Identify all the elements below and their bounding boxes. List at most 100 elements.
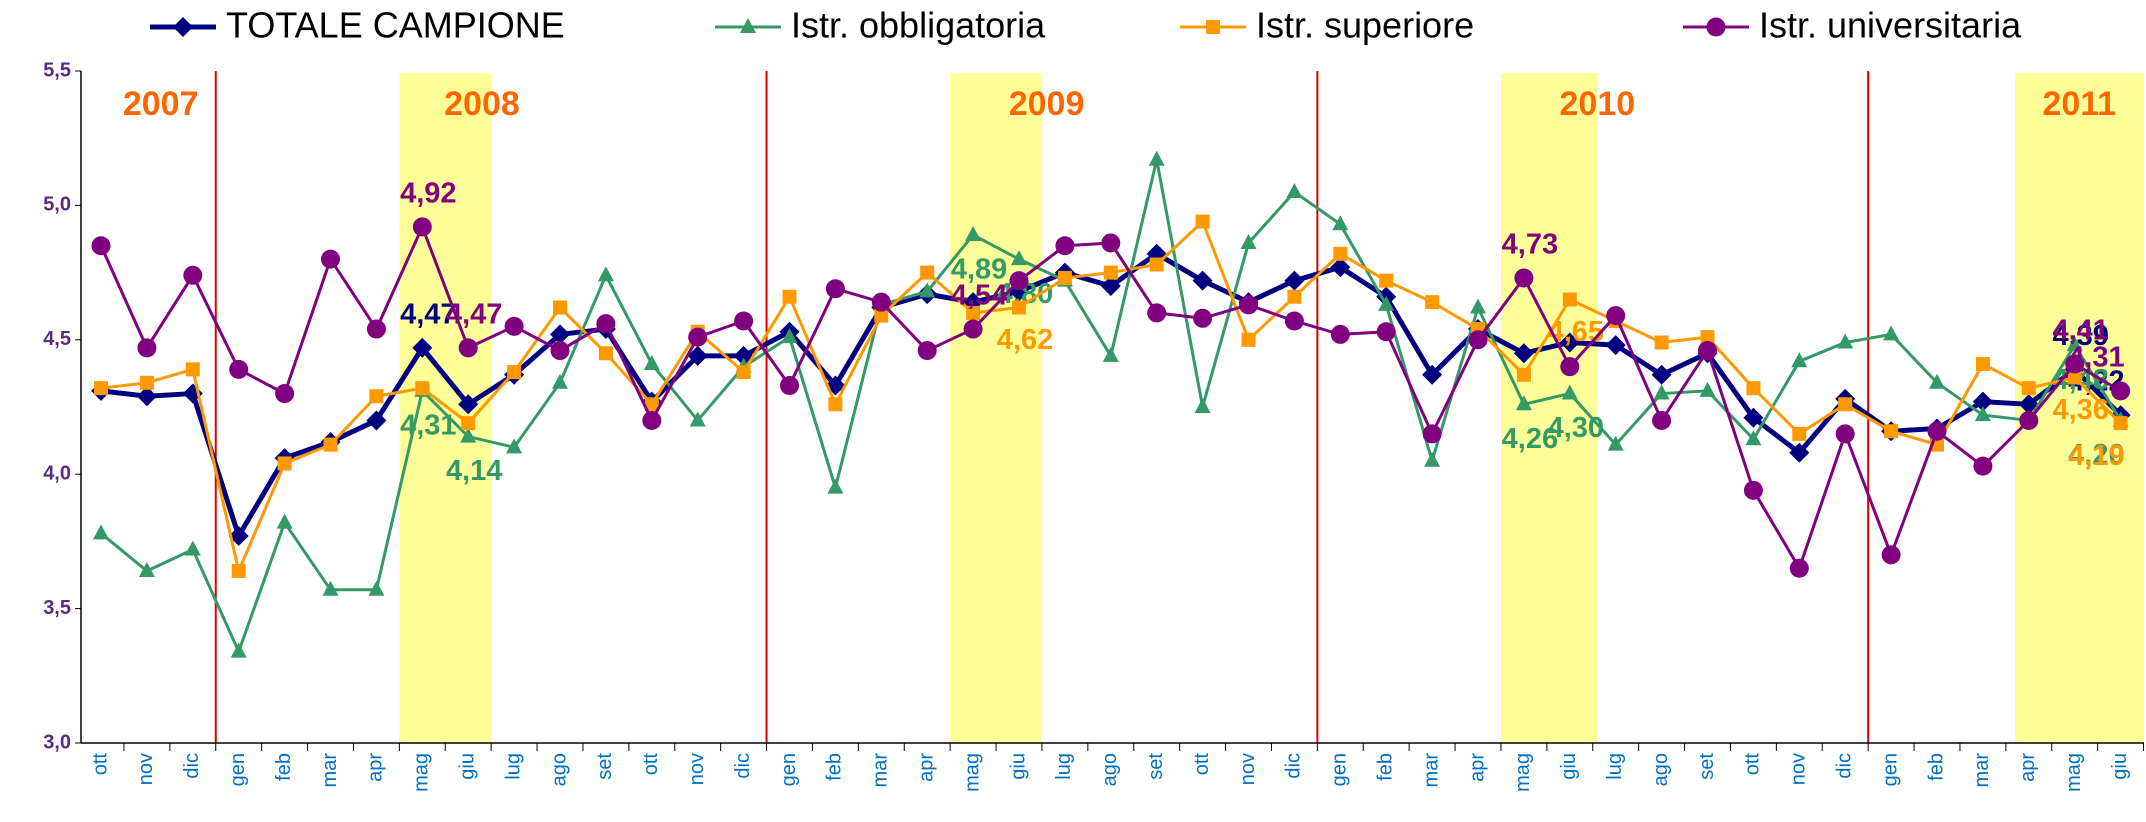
data-point: [1195, 214, 1210, 229]
data-point: [1055, 236, 1075, 256]
data-point: [185, 362, 200, 377]
data-point: [1746, 381, 1761, 396]
data-point: [2019, 410, 2039, 430]
x-tick-label: giu: [456, 753, 478, 780]
data-point: [689, 411, 706, 427]
data-point: [828, 397, 843, 412]
data-point: [1605, 335, 1626, 356]
data-point: [1606, 306, 1626, 326]
x-tick-label: ago: [1099, 753, 1121, 786]
legend-label: Istr. superiore: [1256, 5, 1474, 46]
data-point: [1194, 398, 1211, 413]
x-tick-label: apr: [1466, 753, 1488, 782]
x-tick-label: giu: [2109, 753, 2131, 780]
data-point: [1009, 271, 1029, 291]
data-point: [1192, 270, 1213, 291]
value-label: 4,14: [446, 455, 502, 487]
data-point: [94, 381, 108, 396]
data-point: [1652, 410, 1672, 430]
value-label: 4,26: [1502, 423, 1558, 455]
data-point: [507, 365, 522, 380]
data-point: [1975, 356, 1990, 371]
data-point: [1284, 311, 1304, 331]
data-point: [919, 282, 936, 298]
data-point: [1791, 352, 1808, 368]
x-tick-label: giu: [1007, 753, 1029, 780]
data-point: [277, 456, 292, 471]
data-point: [781, 328, 798, 344]
x-tick-label: ago: [548, 753, 570, 786]
data-point: [1698, 341, 1717, 361]
data-point: [825, 279, 845, 299]
data-point: [1239, 295, 1258, 315]
data-point: [369, 389, 384, 404]
value-label: 4,30: [1548, 412, 1604, 444]
data-point: [553, 300, 567, 315]
y-tick-label: 4,5: [43, 328, 71, 350]
data-point: [550, 324, 570, 345]
data-point: [644, 397, 659, 412]
data-point: [596, 314, 616, 334]
data-point: [1881, 545, 1901, 565]
data-point: [2065, 354, 2085, 374]
data-point: [368, 580, 385, 596]
data-point: [1743, 407, 1764, 428]
data-point: [1699, 381, 1716, 397]
x-tick-label: ott: [1742, 753, 1764, 776]
data-point: [1425, 295, 1440, 310]
data-point: [1607, 435, 1624, 451]
legend-marker: [173, 17, 193, 37]
data-point: [1241, 332, 1256, 347]
x-tick-label: feb: [1925, 753, 1947, 781]
data-point: [137, 338, 157, 358]
data-point: [138, 561, 155, 577]
data-point: [2113, 416, 2128, 431]
data-point: [1560, 357, 1580, 377]
x-tick-label: mar: [870, 753, 892, 788]
data-point: [1838, 397, 1853, 412]
data-point: [1011, 250, 1027, 266]
data-point: [733, 345, 754, 366]
x-tick-label: apr: [365, 753, 387, 782]
data-point: [1378, 295, 1395, 311]
data-point: [1973, 456, 1993, 476]
data-point: [874, 308, 889, 323]
data-point: [1103, 265, 1118, 280]
data-point: [965, 225, 982, 241]
data-point: [734, 311, 754, 331]
data-point: [1470, 298, 1486, 314]
data-point: [782, 289, 797, 304]
x-tick-label: mar: [1971, 753, 1993, 788]
data-point: [184, 540, 201, 556]
value-label: 4,92: [400, 178, 456, 210]
data-point: [1561, 384, 1578, 400]
data-point: [1468, 330, 1488, 350]
data-point: [1193, 308, 1213, 328]
data-point: [598, 346, 613, 361]
x-tick-label: dic: [1833, 753, 1855, 779]
data-point: [506, 438, 523, 454]
data-point: [276, 513, 293, 529]
x-tick-label: mag: [2063, 753, 2085, 792]
data-point: [183, 265, 203, 285]
legend-marker: [1206, 20, 1220, 34]
data-point: [230, 642, 247, 658]
data-point: [1333, 246, 1348, 261]
year-label: 2010: [1560, 85, 1636, 123]
data-point: [1883, 325, 1900, 341]
data-point: [688, 327, 708, 347]
value-label: 4,36: [2052, 394, 2108, 426]
data-point: [2066, 336, 2083, 352]
data-point: [871, 292, 891, 312]
data-point: [1835, 424, 1855, 444]
value-label: 4,47: [400, 299, 456, 331]
data-point: [1057, 270, 1072, 285]
data-point: [1515, 395, 1532, 411]
y-tick-label: 4,0: [43, 462, 71, 484]
data-point: [321, 249, 340, 269]
year-label: 2009: [1009, 85, 1085, 123]
x-tick-label: ago: [1650, 753, 1672, 786]
data-point: [1929, 373, 1945, 389]
data-point: [1376, 322, 1396, 342]
data-point: [1700, 330, 1715, 345]
